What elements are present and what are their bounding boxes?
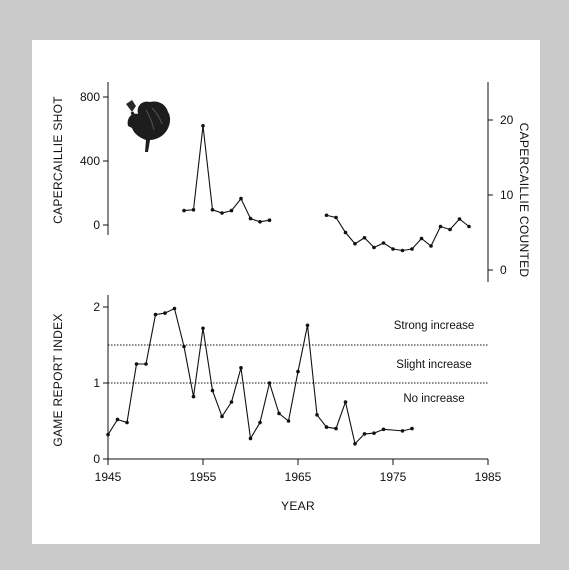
right-y-tick-label: 20 (500, 113, 514, 127)
data-point-bottom (229, 400, 234, 404)
data-point-bottom (239, 366, 243, 370)
left-y-tick-label: 0 (93, 218, 100, 232)
data-point-bottom (343, 400, 348, 404)
threshold-annotation: Slight increase (396, 359, 471, 371)
data-point-top (467, 224, 471, 229)
data-point-bottom (400, 429, 405, 433)
data-point-bottom (267, 381, 272, 385)
data-point-bottom (277, 411, 281, 416)
capercaillie-icon (126, 100, 171, 152)
data-point-bottom (381, 427, 386, 432)
data-point-bottom (286, 419, 291, 423)
left-y-tick-label: 400 (80, 154, 100, 168)
data-point-bottom (372, 431, 376, 435)
data-point-top (410, 247, 414, 251)
data-point-top (182, 208, 186, 213)
data-point-top (324, 213, 329, 218)
data-point-bottom (210, 388, 215, 393)
data-point-top (372, 245, 376, 250)
data-point-top (334, 215, 338, 220)
bottom-y-tick-label: 1 (93, 376, 100, 390)
data-point-bottom (115, 417, 120, 422)
data-point-bottom (106, 432, 110, 437)
x-tick-label: 1955 (190, 470, 217, 484)
data-point-bottom (182, 344, 186, 349)
data-point-top (448, 227, 452, 232)
left-y-axis-title-top: CAPERCAILLIE SHOT (51, 96, 65, 224)
threshold-annotation: Strong increase (394, 320, 475, 332)
x-tick-label: 1965 (285, 470, 312, 484)
data-point-bottom (410, 426, 414, 431)
data-point-top (381, 241, 386, 245)
data-point-top (191, 208, 196, 212)
right-y-tick-label: 10 (500, 188, 514, 202)
data-point-bottom (153, 312, 158, 317)
data-point-top (362, 235, 367, 240)
right-y-axis-title: CAPERCAILLIE COUNTED (517, 123, 531, 278)
data-point-bottom (296, 369, 300, 374)
data-point-top (210, 208, 215, 212)
data-point-top (353, 241, 357, 246)
data-point-top (429, 244, 433, 248)
data-point-bottom (334, 426, 338, 431)
top-panel: 0 400 800 0 10 20 CAPERCAILLIE SHOT CAPERCAILLI… (51, 82, 531, 282)
x-axis-title: YEAR (281, 499, 315, 513)
data-point-bottom (315, 413, 319, 417)
data-point-top (419, 236, 424, 241)
left-y-tick-label: 800 (80, 90, 100, 104)
bottom-y-tick-label: 2 (93, 300, 100, 314)
data-point-top (343, 230, 348, 235)
data-point-top (239, 196, 243, 201)
data-point-top (267, 218, 272, 222)
data-point-bottom (125, 420, 129, 425)
data-point-bottom (163, 311, 167, 315)
data-point-top (258, 220, 262, 224)
x-tick-label: 1945 (95, 470, 122, 484)
data-point-top (248, 216, 253, 221)
bottom-y-axis-title: GAME REPORT INDEX (51, 313, 65, 446)
series-line-top-2 (326, 214, 470, 252)
data-point-bottom (201, 326, 205, 331)
data-point-top (220, 211, 224, 215)
data-point-top (438, 224, 443, 229)
data-point-bottom (248, 436, 253, 441)
data-point-bottom (144, 362, 148, 366)
threshold-annotation: No increase (403, 393, 464, 405)
x-tick-label: 1985 (475, 470, 502, 484)
data-point-bottom (324, 425, 329, 429)
data-point-bottom (134, 362, 139, 366)
right-y-tick-label: 0 (500, 263, 507, 277)
data-point-bottom (191, 394, 196, 399)
data-point-bottom (305, 323, 310, 328)
data-point-top (201, 124, 205, 128)
bottom-y-tick-label: 0 (93, 452, 100, 466)
data-point-top (391, 247, 395, 251)
series-line-top-1 (183, 125, 270, 223)
data-point-bottom (353, 442, 357, 446)
figure-panel: 0 400 800 0 10 20 CAPERCAILLIE SHOT CAPERCAILLI… (32, 40, 540, 544)
data-point-bottom (362, 432, 367, 436)
data-point-bottom (258, 420, 262, 425)
bottom-panel: 0 1 2 1945 1955 1965 1975 1985 YEAR GAME REPORT I… (51, 295, 502, 513)
x-tick-label: 1975 (380, 470, 407, 484)
data-point-bottom (220, 414, 224, 419)
data-point-bottom (172, 306, 177, 311)
data-point-top (457, 217, 462, 221)
data-point-top (229, 208, 234, 213)
data-point-top (400, 248, 405, 253)
